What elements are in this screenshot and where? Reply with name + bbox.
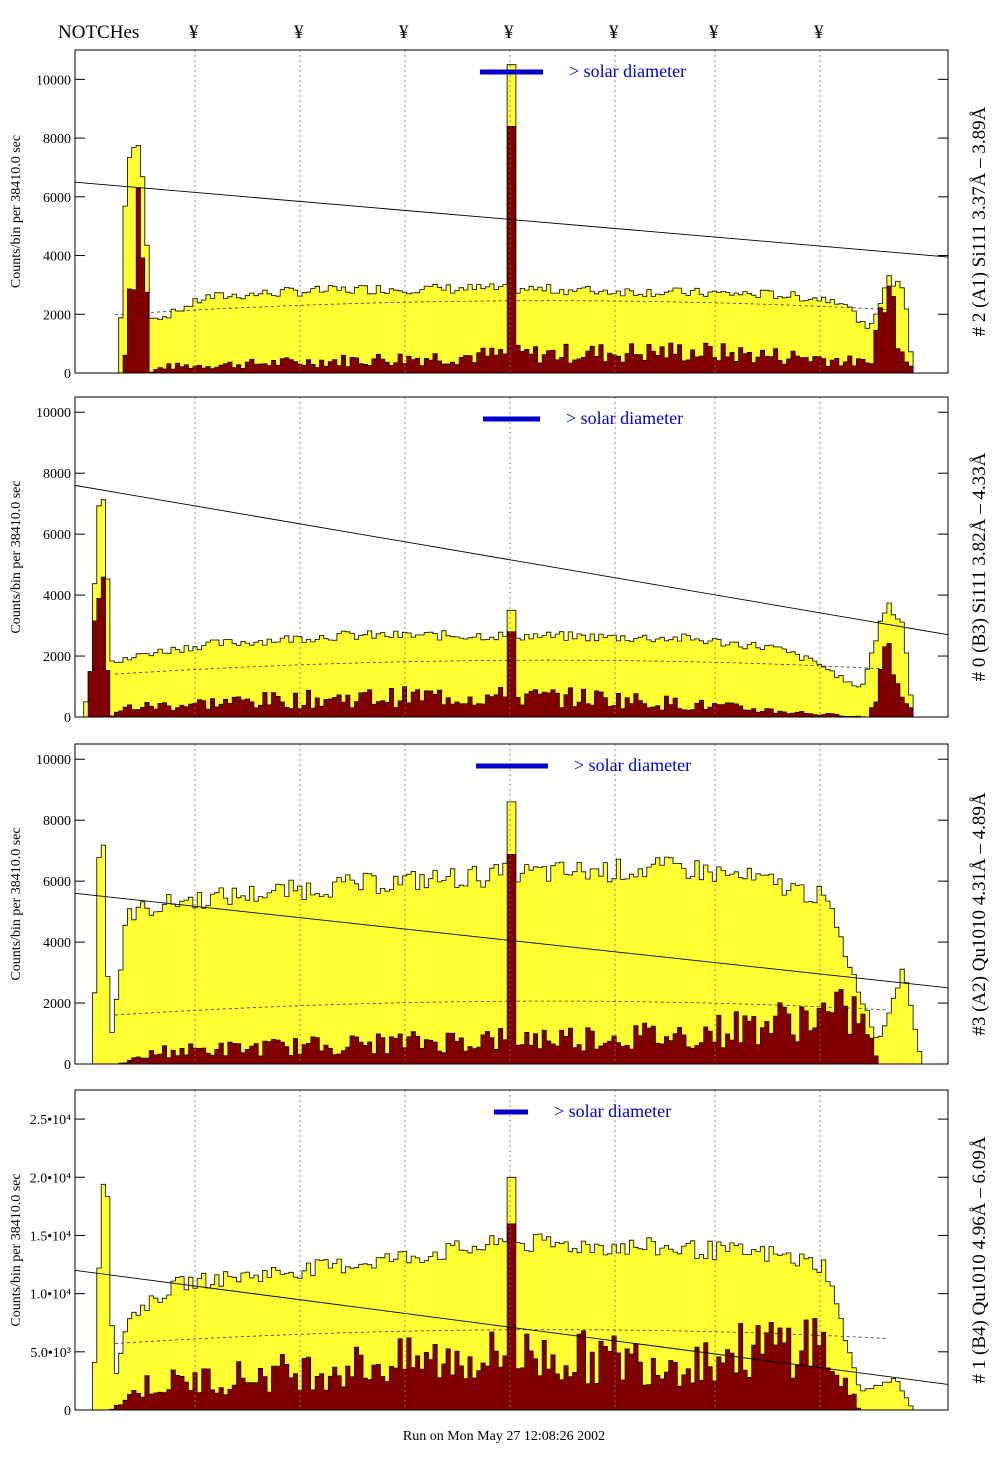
ytick-label-3-1: 5.0•10³ [30, 1346, 71, 1361]
ytick-label-0-3: 6000 [43, 191, 71, 206]
notch-marker-3: ¥ [504, 22, 514, 43]
ytick-label-1-5: 10000 [36, 406, 71, 421]
notch-marker-1: ¥ [294, 22, 304, 43]
ytick-label-3-4: 2.0•10⁴ [30, 1171, 71, 1186]
dashed-curve-3 [114, 1329, 889, 1344]
ytick-label-2-5: 10000 [36, 753, 71, 768]
solar-diameter-label-1: > solar diameter [566, 408, 683, 428]
run-timestamp: Run on Mon May 27 12:08:26 2002 [402, 1429, 606, 1444]
ytick-label-1-0: 0 [64, 711, 71, 726]
ytick-label-2-4: 8000 [43, 814, 71, 829]
dashed-curve-2 [114, 1000, 889, 1016]
ytick-label-1-2: 4000 [43, 589, 71, 604]
plot-frame-1 [74, 396, 949, 718]
panel-3: 0 5.0•10³ 1.0•10⁴ 1.5•10⁴ 2.0•10⁴ 2.5•10⁴ Coun… [9, 1089, 990, 1419]
histogram-source-0 [75, 126, 948, 374]
ytick-label-3-5: 2.5•10⁴ [30, 1113, 71, 1128]
notch-marker-4: ¥ [609, 22, 619, 43]
plot-frame-0 [74, 49, 949, 374]
channel-label-3: # 1 (B4) Qu1010 4.96Å – 6.09Å [969, 1136, 990, 1383]
plot-frame-2 [74, 743, 949, 1065]
trend-line-2 [74, 892, 949, 989]
ytick-label-1-3: 6000 [43, 528, 71, 543]
panel-1: 0 2000 4000 6000 8000 10000 Counts/bin per 384… [9, 396, 990, 726]
ytick-label-0-4: 8000 [43, 132, 71, 147]
notches-title: NOTCHes [58, 22, 140, 43]
ytick-label-0-0: 0 [64, 367, 71, 382]
trend-line-1 [74, 484, 949, 636]
solar-diameter-label-0: > solar diameter [569, 61, 686, 81]
notch-marker-0: ¥ [189, 22, 199, 43]
ylabel-3: Counts/bin per 38410.0 sec [9, 1173, 24, 1326]
ytick-label-0-5: 10000 [36, 73, 71, 88]
ytick-label-3-2: 1.0•10⁴ [30, 1288, 71, 1303]
ytick-label-1-1: 2000 [43, 650, 71, 665]
ytick-label-1-4: 8000 [43, 467, 71, 482]
channel-label-1: # 0 (B3) Si111 3.82Å – 4.33Å [969, 452, 990, 681]
ytick-label-3-0: 0 [64, 1404, 71, 1419]
trend-line-0 [74, 181, 949, 258]
histogram-source-3 [75, 1223, 948, 1411]
ylabel-0: Counts/bin per 38410.0 sec [9, 135, 24, 288]
ylabel-2: Counts/bin per 38410.0 sec [9, 827, 24, 980]
solar-diameter-label-3: > solar diameter [554, 1101, 671, 1121]
ytick-label-0-2: 4000 [43, 250, 71, 265]
dashed-curve-1 [114, 659, 889, 675]
ytick-label-2-2: 4000 [43, 936, 71, 951]
channel-label-2: #3 (A2) Qu1010 4.31Å – 4.89Å [969, 792, 990, 1036]
ytick-label-2-1: 2000 [43, 997, 71, 1012]
dashed-curve-0 [114, 300, 889, 315]
notch-marker-6: ¥ [814, 22, 824, 43]
trend-line-3 [74, 1269, 949, 1385]
notch-marker-5: ¥ [709, 22, 719, 43]
channel-label-0: # 2 (A1) Si111 3.37Å – 3.89Å [969, 106, 990, 336]
panel-2: 0 2000 4000 6000 8000 10000 Counts/bin per 384… [9, 743, 990, 1073]
histogram-source-1 [75, 576, 948, 718]
solar-diameter-label-2: > solar diameter [574, 755, 691, 775]
ytick-label-2-3: 6000 [43, 875, 71, 890]
ytick-label-2-0: 0 [64, 1058, 71, 1073]
ytick-label-0-1: 2000 [43, 308, 71, 323]
notch-marker-2: ¥ [399, 22, 409, 43]
histogram-source-2 [75, 854, 948, 1065]
panel-0: 0 2000 4000 6000 8000 10000 Counts/bin per 384… [9, 49, 990, 382]
ylabel-1: Counts/bin per 38410.0 sec [9, 480, 24, 633]
ytick-label-3-3: 1.5•10⁴ [30, 1229, 71, 1244]
plot-frame-3 [74, 1089, 949, 1411]
